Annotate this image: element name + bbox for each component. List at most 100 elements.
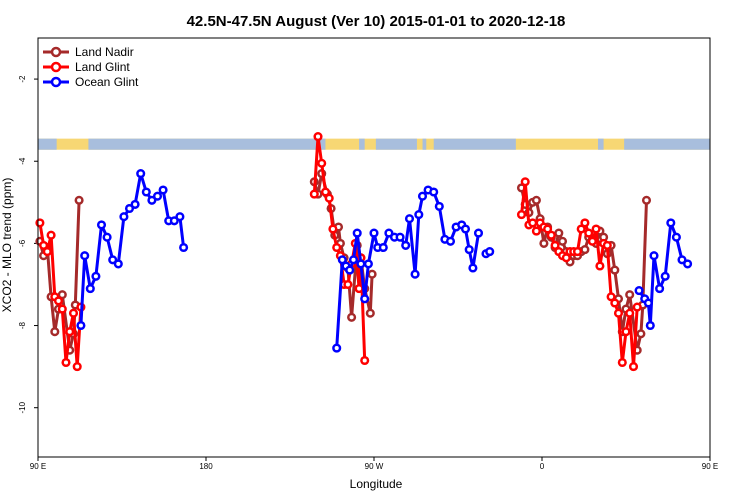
data-point (348, 255, 359, 265)
data-point (587, 236, 597, 246)
x-tick-label: 90 E (702, 462, 718, 471)
legend-swatch-marker (50, 61, 62, 73)
data-point (343, 279, 353, 290)
series-line (79, 172, 186, 326)
data-point (46, 230, 56, 240)
data-point (74, 195, 84, 205)
data-point (621, 327, 631, 337)
data-point (309, 189, 319, 199)
data-point (65, 327, 75, 337)
series-layer (35, 132, 693, 372)
data-point (468, 263, 478, 273)
data-point (595, 261, 605, 271)
legend-label: Land Nadir (75, 45, 134, 59)
data-point (42, 247, 52, 257)
legend-swatch-marker (50, 46, 62, 58)
data-point (91, 271, 101, 281)
data-point (557, 236, 568, 246)
data-point (473, 228, 484, 238)
data-point (655, 284, 665, 294)
data-point (606, 292, 616, 302)
data-point (528, 218, 538, 228)
data-point (360, 355, 370, 366)
data-point (610, 298, 620, 308)
data-point (543, 224, 553, 234)
data-point (360, 294, 370, 304)
chart-title: 42.5N-47.5N August (Ver 10) 2015-01-01 t… (187, 13, 566, 30)
data-point (520, 177, 530, 187)
y-tick-label: -6 (18, 239, 27, 247)
ocean-band (598, 138, 604, 150)
ocean-band (624, 138, 710, 150)
data-point (460, 224, 471, 234)
data-point (417, 191, 428, 201)
x-tick-label: 90 E (30, 462, 46, 471)
data-point (356, 259, 366, 269)
ocean-band (375, 138, 417, 150)
data-point (641, 195, 652, 205)
data-point (119, 212, 129, 222)
y-axis-ticks: -2 -4 -6 -8 -10 (18, 75, 38, 413)
data-point (625, 308, 635, 318)
ocean-band (38, 138, 57, 150)
legend-label: Ocean Glint (75, 75, 139, 89)
data-point (175, 212, 185, 222)
data-point (649, 251, 659, 261)
data-point (539, 238, 549, 248)
data-point (531, 226, 541, 236)
data-point (660, 271, 670, 281)
data-point (369, 228, 379, 238)
data-point (576, 224, 586, 234)
data-point (57, 304, 67, 314)
x-tick-label: 90 W (365, 462, 384, 471)
data-point (80, 251, 90, 261)
y-tick-label: -8 (18, 321, 27, 329)
ocean-band (359, 138, 365, 150)
data-point (550, 240, 560, 250)
data-point (643, 298, 653, 308)
ocean-band (422, 138, 427, 150)
data-point (147, 195, 157, 205)
data-point (434, 201, 444, 211)
data-point (580, 218, 590, 228)
data-point (384, 228, 394, 238)
plot-frame (37, 37, 711, 458)
data-point (445, 236, 456, 246)
data-point (136, 169, 146, 179)
data-point (572, 247, 583, 257)
data-point (561, 253, 571, 263)
data-point (546, 230, 556, 240)
data-point (666, 218, 676, 228)
data-point (410, 269, 420, 279)
data-point (152, 191, 163, 201)
data-point (485, 247, 495, 257)
data-point (580, 245, 590, 255)
x-axis-label: Longitude (350, 477, 403, 491)
legend-label: Land Glint (75, 60, 130, 74)
data-point (332, 343, 342, 353)
x-tick-label: 0 (540, 462, 545, 471)
data-point (610, 265, 620, 275)
data-point (683, 259, 693, 269)
ocean-band (88, 138, 326, 150)
data-point (591, 224, 601, 234)
data-point (53, 296, 64, 306)
data-point (347, 312, 357, 322)
data-point (516, 210, 527, 220)
ocean-band (433, 138, 516, 150)
data-point (531, 195, 541, 205)
y-tick-label: -10 (18, 401, 27, 413)
data-point (345, 265, 355, 275)
data-point (313, 132, 323, 142)
data-point (363, 259, 373, 269)
data-point (108, 255, 118, 265)
data-point (102, 232, 112, 242)
data-point (68, 308, 79, 318)
data-point (645, 320, 655, 331)
data-point (613, 308, 624, 318)
y-tick-label: -2 (18, 75, 27, 83)
series-ocean-glint (76, 169, 693, 353)
data-point (634, 286, 644, 296)
